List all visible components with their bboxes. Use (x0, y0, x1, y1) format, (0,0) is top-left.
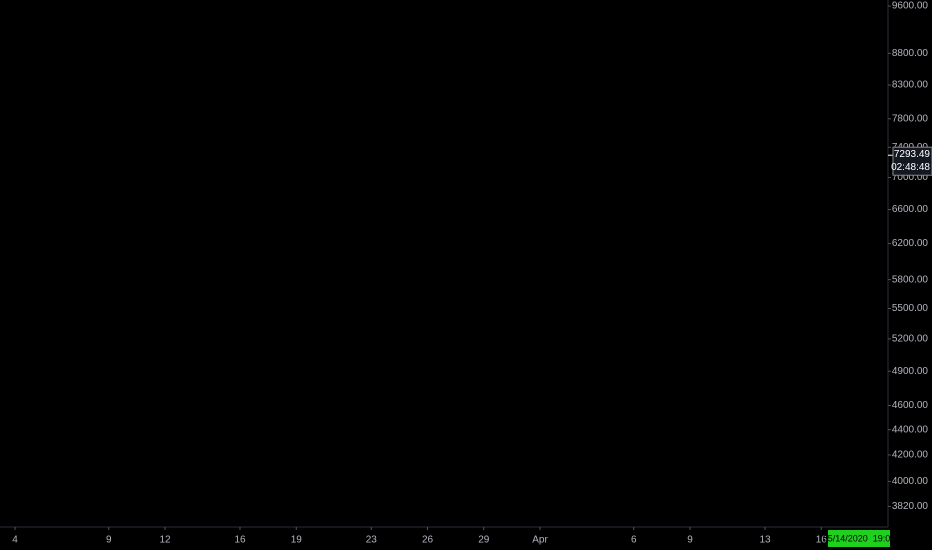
axes: 9600.008800.008300.007800.007400.007000.… (12, 1, 932, 547)
x-tick-label: Apr (532, 535, 548, 546)
y-tick-label: 7000.00 (892, 172, 929, 183)
last-price-label: 7293.49 (894, 149, 931, 160)
y-tick-label: 8300.00 (892, 80, 929, 91)
y-tick-label: 8800.00 (892, 48, 929, 59)
y-tick-label: 5800.00 (892, 274, 929, 285)
x-tick-label: 9 (106, 535, 112, 546)
cursor-date-box (828, 530, 890, 547)
x-tick-label: 13 (759, 535, 771, 546)
x-tick-label: 23 (366, 535, 378, 546)
x-tick-label: 29 (478, 535, 490, 546)
last-price-box (892, 146, 932, 176)
y-tick-label: 4600.00 (892, 400, 929, 411)
y-tick-label: 3820.00 (892, 501, 929, 512)
cursor-date: 05/14/2020 19:00 (823, 533, 896, 543)
x-tick-label: 6 (631, 535, 637, 546)
y-tick-label: 5500.00 (892, 303, 929, 314)
y-tick-label: 4200.00 (892, 450, 929, 461)
countdown-label: 02:48:48 (891, 162, 930, 173)
y-tick-label: 4400.00 (892, 424, 929, 435)
x-tick-label: 16 (234, 535, 246, 546)
x-tick-label: 12 (159, 535, 171, 546)
y-tick-label: 5200.00 (892, 334, 929, 345)
x-tick-label: 4 (12, 535, 18, 546)
x-tick-label: 16 (816, 535, 828, 546)
y-tick-label: 7800.00 (892, 113, 929, 124)
y-tick-label: 6200.00 (892, 238, 929, 249)
y-tick-label: 6600.00 (892, 204, 929, 215)
y-tick-label: 4000.00 (892, 476, 929, 487)
y-tick-label: 9600.00 (892, 1, 929, 12)
x-tick-label: 9 (687, 535, 693, 546)
y-tick-label: 4900.00 (892, 366, 929, 377)
x-tick-label: 26 (422, 535, 434, 546)
x-tick-label: 19 (291, 535, 303, 546)
